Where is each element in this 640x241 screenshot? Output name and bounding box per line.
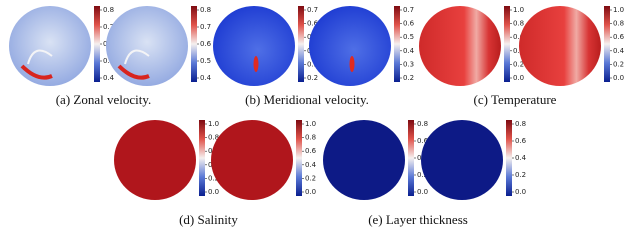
colorbar-tick-label: 0.4 bbox=[305, 161, 317, 169]
colorbar-tick-label: 0.3 bbox=[403, 60, 414, 68]
colorbar-tick-label: 0.2 bbox=[208, 174, 219, 182]
colorbar-tick-label: 0.6 bbox=[307, 20, 319, 28]
colorbar-tick-label: 0.4 bbox=[613, 47, 625, 55]
colorbar bbox=[604, 6, 610, 82]
swirl bbox=[124, 49, 150, 65]
colorbar-tick-label: 0.0 bbox=[513, 74, 524, 82]
current-stripe bbox=[117, 64, 150, 80]
colorbar-tick-label: 0.5 bbox=[200, 57, 211, 65]
colorbar-tick-label: 0.8 bbox=[513, 20, 524, 28]
field-map bbox=[419, 6, 501, 86]
colorbar-tick-label: 0.2 bbox=[513, 60, 524, 68]
colorbar-tick-label: 0.2 bbox=[403, 74, 414, 82]
field-map bbox=[421, 120, 503, 200]
colorbar bbox=[298, 6, 304, 82]
colorbar-tick-label: 0.7 bbox=[403, 6, 414, 14]
colorbar bbox=[296, 120, 302, 196]
colorbar-tick-label: 0.6 bbox=[200, 40, 212, 48]
colorbar-tick-label: 0.8 bbox=[200, 6, 211, 14]
colorbar bbox=[506, 120, 512, 196]
colorbar-tick-label: 0.2 bbox=[613, 60, 624, 68]
colorbar-tick-label: 0.6 bbox=[305, 147, 317, 155]
colorbar-tick-label: 1.0 bbox=[305, 120, 316, 128]
colorbar-tick-label: 0.0 bbox=[208, 188, 219, 196]
colorbar bbox=[191, 6, 197, 82]
colorbar-tick-label: 0.5 bbox=[403, 33, 414, 41]
field-map bbox=[106, 6, 188, 86]
colorbar-tick-label: 0.8 bbox=[417, 120, 428, 128]
field-map bbox=[309, 6, 391, 86]
colorbar-tick-label: 1.0 bbox=[208, 120, 219, 128]
colorbar-tick-label: 0.0 bbox=[613, 74, 624, 82]
field-map bbox=[519, 6, 601, 86]
field-map bbox=[213, 6, 295, 86]
subfigure-caption: (e) Layer thickness bbox=[368, 212, 468, 227]
colorbar-tick-label: 0.0 bbox=[417, 188, 428, 196]
colorbar bbox=[199, 120, 205, 196]
swirl bbox=[27, 49, 53, 65]
colorbar-tick-label: 0.8 bbox=[613, 20, 624, 28]
subfigure-caption: (d) Salinity bbox=[179, 212, 238, 227]
colorbar-tick-label: 0.8 bbox=[305, 134, 316, 142]
current-stripe bbox=[20, 64, 53, 80]
colorbar-tick-label: 0.6 bbox=[515, 137, 527, 145]
colorbar-tick-label: 0.2 bbox=[515, 171, 526, 179]
colorbar-tick-label: 0.0 bbox=[515, 188, 526, 196]
colorbar-tick-label: 0.4 bbox=[515, 154, 527, 162]
colorbar-tick-label: 0.6 bbox=[613, 33, 625, 41]
colorbar-tick-label: 0.6 bbox=[513, 33, 525, 41]
colorbar-tick-label: 1.0 bbox=[613, 6, 624, 14]
colorbar-tick-label: 0.2 bbox=[417, 171, 428, 179]
subfigure-caption: (b) Meridional velocity. bbox=[245, 92, 369, 107]
colorbar-tick-label: 0.4 bbox=[200, 74, 212, 82]
colorbar-tick-label: 0.5 bbox=[103, 57, 114, 65]
field-map bbox=[323, 120, 405, 200]
colorbar-tick-label: 0.8 bbox=[208, 134, 219, 142]
field-map bbox=[114, 120, 196, 200]
colorbar-tick-label: 0.2 bbox=[305, 174, 316, 182]
colorbar-tick-label: 0.4 bbox=[103, 74, 115, 82]
colorbar bbox=[394, 6, 400, 82]
current-stripe bbox=[349, 56, 355, 72]
colorbar-tick-label: 0.8 bbox=[515, 120, 526, 128]
colorbar-tick-label: 0.4 bbox=[513, 47, 525, 55]
colorbar bbox=[94, 6, 100, 82]
colorbar-tick-label: 0.7 bbox=[103, 23, 114, 31]
field-map bbox=[211, 120, 293, 200]
current-stripe bbox=[253, 56, 259, 72]
field-map bbox=[9, 6, 91, 86]
colorbar-tick-label: 0.6 bbox=[417, 137, 429, 145]
colorbar-tick-label: 0.4 bbox=[403, 47, 415, 55]
colorbar bbox=[504, 6, 510, 82]
subfigure-caption: (a) Zonal velocity. bbox=[56, 92, 152, 107]
colorbar-tick-label: 1.0 bbox=[513, 6, 524, 14]
colorbar-tick-label: 0.3 bbox=[307, 60, 318, 68]
colorbar-tick-label: 0.7 bbox=[307, 6, 318, 14]
colorbar-tick-label: 0.2 bbox=[307, 74, 318, 82]
colorbar-tick-label: 0.6 bbox=[403, 20, 415, 28]
colorbar-tick-label: 0.0 bbox=[305, 188, 316, 196]
subfigure-caption: (c) Temperature bbox=[474, 92, 557, 107]
colorbar-tick-label: 0.7 bbox=[200, 23, 211, 31]
colorbar-tick-label: 0.8 bbox=[103, 6, 114, 14]
colorbar bbox=[408, 120, 414, 196]
